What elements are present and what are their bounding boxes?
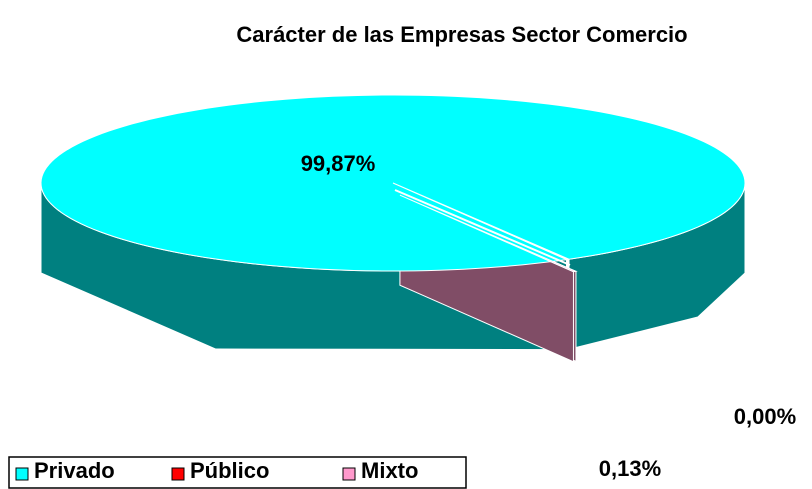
legend-label: Público	[190, 458, 269, 483]
legend-label: Mixto	[361, 458, 418, 483]
chart-title: Carácter de las Empresas Sector Comercio	[236, 22, 687, 47]
value-label: 99,87%	[301, 151, 376, 176]
legend-swatch	[15, 467, 29, 481]
pie-slice	[40, 94, 746, 272]
legend-swatch	[171, 467, 185, 481]
value-labels: 99,87% 0,00% 0,13%	[301, 151, 797, 481]
value-label: 0,13%	[599, 456, 661, 481]
legend-label: Privado	[34, 458, 115, 483]
legend: Privado Público Mixto	[15, 458, 418, 483]
leader-line	[394, 189, 571, 266]
legend-box	[8, 456, 467, 489]
pie-tops	[40, 94, 746, 273]
legend-swatch	[342, 467, 356, 481]
value-label: 0,00%	[734, 404, 796, 429]
pie-slice	[399, 194, 578, 273]
